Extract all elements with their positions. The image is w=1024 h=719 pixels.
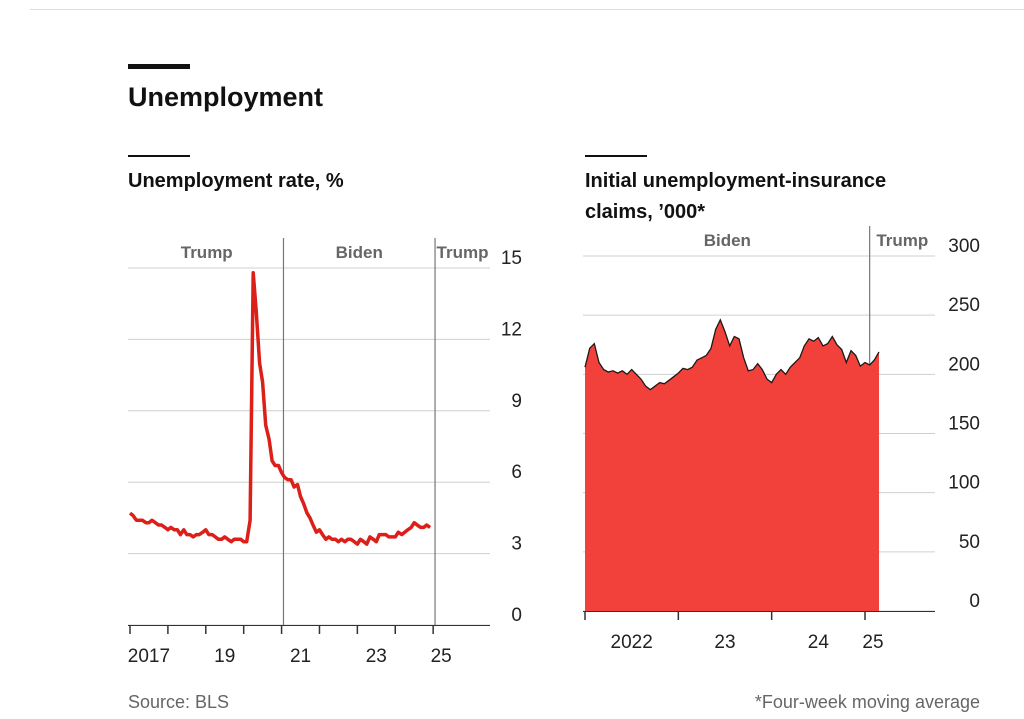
x-tick-label: 21 bbox=[290, 646, 311, 667]
period-label: Biden bbox=[336, 243, 383, 262]
x-tick-label: 23 bbox=[366, 646, 387, 667]
x-tick-label: 23 bbox=[714, 632, 735, 653]
y-tick-label: 200 bbox=[948, 354, 980, 375]
title-bar bbox=[128, 64, 190, 69]
y-tick-label: 12 bbox=[501, 319, 522, 340]
x-tick-label: 19 bbox=[214, 646, 235, 667]
area-outline bbox=[584, 318, 880, 391]
period-label: Trump bbox=[181, 243, 233, 262]
subtitle-rule bbox=[585, 155, 647, 157]
y-tick-label: 6 bbox=[511, 462, 522, 483]
line bbox=[128, 271, 432, 546]
period-label: Biden bbox=[704, 231, 751, 250]
x-tick-label: 2017 bbox=[128, 646, 170, 667]
period-label: Trump bbox=[437, 243, 489, 262]
x-tick-label: 25 bbox=[862, 632, 883, 653]
source: Source: BLS bbox=[128, 692, 230, 712]
period-label: Trump bbox=[876, 231, 928, 250]
chart-subtitle: Initial unemployment-insurance claims, ’… bbox=[585, 170, 887, 223]
chart-subtitle: Unemployment rate, % bbox=[128, 170, 344, 192]
y-tick-label: 15 bbox=[501, 248, 522, 269]
y-tick-label: 0 bbox=[969, 591, 980, 612]
footnote: *Four-week moving average bbox=[754, 692, 980, 712]
x-tick-label: 24 bbox=[808, 632, 830, 653]
y-tick-label: 9 bbox=[511, 391, 522, 412]
y-tick-label: 0 bbox=[511, 605, 522, 626]
x-tick-label: 25 bbox=[431, 646, 452, 667]
top-border bbox=[30, 9, 1024, 10]
x-tick-label: 2022 bbox=[611, 632, 653, 653]
area bbox=[585, 319, 879, 611]
y-tick-label: 250 bbox=[948, 295, 980, 316]
subtitle-rule bbox=[128, 155, 190, 157]
page-title: Unemployment bbox=[128, 82, 324, 112]
y-tick-label: 50 bbox=[959, 532, 980, 553]
y-tick-label: 300 bbox=[948, 236, 980, 257]
y-tick-label: 3 bbox=[511, 534, 522, 555]
y-tick-label: 100 bbox=[948, 473, 980, 494]
y-tick-label: 150 bbox=[948, 414, 980, 435]
